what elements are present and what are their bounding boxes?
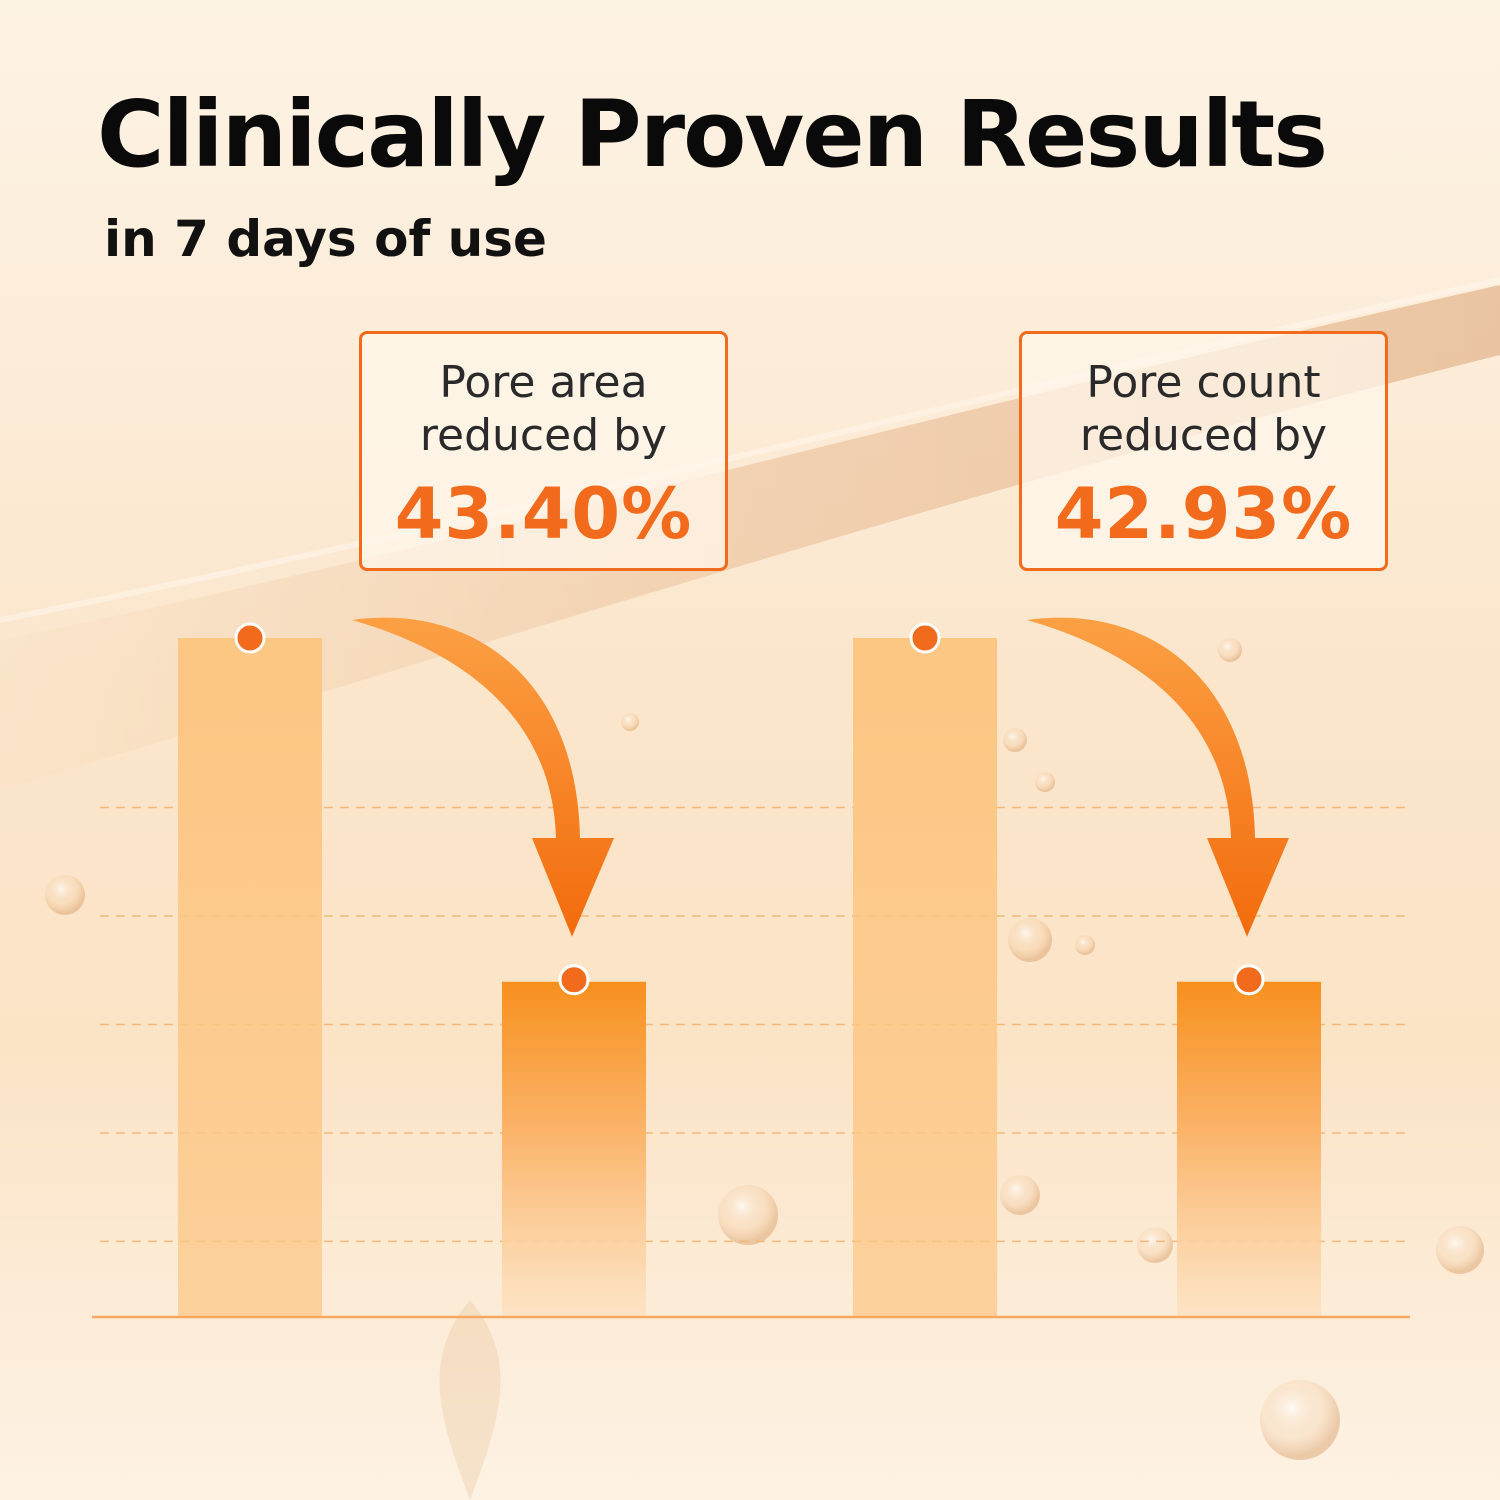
callout-label-line2: reduced by: [419, 410, 668, 461]
bar-before-1: [178, 638, 322, 1316]
bubble: [1436, 1226, 1484, 1274]
bar-after-1: [502, 981, 646, 1316]
bar-marker: [558, 964, 590, 996]
callout-label: Pore area reduced by: [362, 356, 725, 462]
bar-marker: [234, 622, 266, 654]
bubble: [1003, 728, 1027, 752]
bubble: [718, 1185, 778, 1245]
callout-value: 43.40%: [394, 473, 693, 555]
page-title: Clinically Proven Results: [97, 81, 1328, 188]
callout-label-line1: Pore count: [1086, 357, 1321, 408]
callout-pore-area: Pore area reduced by 43.40%: [359, 331, 728, 571]
bar-marker: [909, 622, 941, 654]
bubble: [45, 875, 85, 915]
callout-label: Pore count reduced by: [1022, 356, 1385, 462]
bubble: [1260, 1380, 1340, 1460]
bubble: [1000, 1175, 1040, 1215]
bubble: [621, 713, 639, 731]
serum-drop: [439, 1300, 501, 1500]
bubble: [1137, 1227, 1173, 1263]
bar-before-2: [853, 638, 997, 1316]
callout-pore-count: Pore count reduced by 42.93%: [1019, 331, 1388, 571]
bar-after-2: [1177, 981, 1321, 1316]
down-arrow-icon: [1027, 617, 1289, 937]
page-subtitle: in 7 days of use: [104, 210, 547, 268]
serum-streak-highlight: [0, 277, 1500, 623]
bubble: [1218, 638, 1242, 662]
bar-marker: [1233, 964, 1265, 996]
bubble: [1008, 918, 1052, 962]
bubble: [1075, 935, 1095, 955]
callout-label-line1: Pore area: [439, 357, 648, 408]
down-arrow-icon: [352, 617, 614, 937]
bubble: [1035, 772, 1055, 792]
callout-value: 42.93%: [1054, 473, 1353, 555]
callout-label-line2: reduced by: [1079, 410, 1328, 461]
